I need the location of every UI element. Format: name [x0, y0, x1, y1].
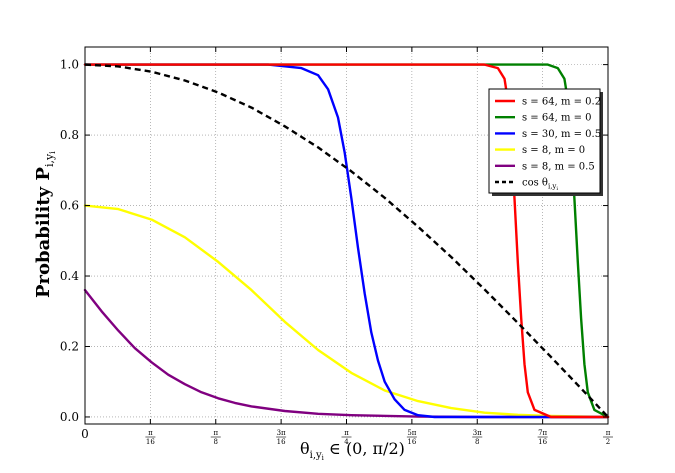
- x-axis-label-text: θi,yi ∈ (0, π/2): [300, 439, 405, 462]
- x-tick-label: π: [213, 429, 218, 437]
- x-tick-label: 8: [214, 438, 218, 446]
- series-line: [83, 63, 610, 419]
- legend: s = 64, m = 0.2 s = 64, m = 0 s = 30, m = …: [488, 88, 603, 196]
- x-tick-label: 8: [475, 438, 479, 446]
- x-tick-label: 0: [81, 427, 89, 441]
- series-line: [83, 204, 610, 419]
- series-line: [83, 288, 610, 419]
- x-tick-label: 4: [344, 438, 349, 446]
- legend-box: [488, 88, 601, 194]
- x-tick-label: 16: [538, 438, 547, 446]
- y-axis-label-text: Probability Pi,yi: [33, 151, 57, 298]
- x-tick-label: 16: [146, 438, 155, 446]
- y-tick-label: 0.8: [60, 128, 79, 142]
- series-lines: [83, 63, 610, 419]
- x-tick-label: 3π: [277, 429, 286, 437]
- legend-label: s = 30, m = 0.5: [522, 129, 601, 140]
- y-tick-label: 1.0: [60, 58, 79, 72]
- x-axis-label: θi,yi ∈ (0, π/2): [300, 439, 405, 462]
- y-tick-label: 0.0: [60, 410, 79, 424]
- x-tick-label: π: [606, 429, 611, 437]
- y-tick-label: 0.4: [60, 269, 79, 283]
- y-tick-label: 0.6: [60, 199, 79, 213]
- x-tick-label: π: [148, 429, 153, 437]
- x-tick-label: 3π: [473, 429, 482, 437]
- series-line: [83, 63, 610, 419]
- x-tick-label: 7π: [538, 429, 547, 437]
- x-tick-label: π: [344, 429, 349, 437]
- x-tick-label: 16: [407, 438, 416, 446]
- legend-label: s = 8, m = 0.5: [522, 161, 595, 172]
- y-tick-label: 0.2: [60, 339, 79, 353]
- x-tick-label: 16: [277, 438, 286, 446]
- x-tick-label: 2: [606, 438, 610, 446]
- legend-label: s = 64, m = 0: [522, 113, 592, 124]
- legend-label: cos θi,yi: [522, 178, 558, 193]
- legend-label: s = 64, m = 0.2: [522, 97, 601, 108]
- y-axis-label: Probability Pi,yi: [33, 151, 57, 298]
- x-tick-label: 5π: [407, 429, 416, 437]
- axis-ticks: 0.00.20.40.60.81.00 π16π83π16π45π163π87π1…: [60, 47, 613, 446]
- series-line: [84, 63, 609, 418]
- series-line: [83, 63, 610, 419]
- legend-label: s = 8, m = 0: [522, 145, 585, 156]
